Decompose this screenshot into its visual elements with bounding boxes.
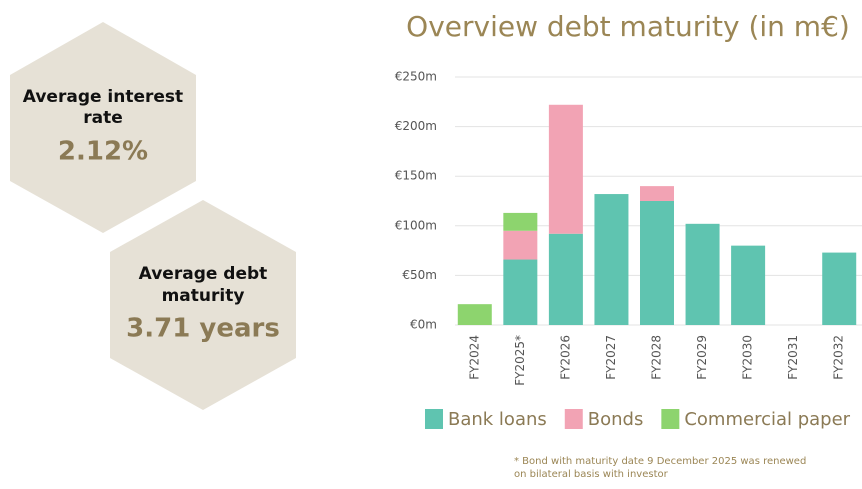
x-tick-label: FY2027 — [604, 335, 618, 380]
x-tick-label: FY2030 — [741, 335, 755, 380]
x-tick-label: FY2026 — [558, 335, 572, 380]
y-tick-label: €0m — [410, 318, 437, 332]
legend-label: Bank loans — [448, 409, 547, 430]
legend-label: Commercial paper — [684, 409, 850, 430]
kpi-value: 3.71 years — [126, 314, 280, 344]
bar-segment — [548, 233, 583, 325]
x-tick-label: FY2028 — [650, 335, 664, 380]
y-tick-label: €50m — [402, 268, 437, 282]
y-tick-label: €250m — [395, 70, 437, 84]
bar-segment — [640, 186, 674, 201]
x-tick-label: FY2032 — [832, 335, 846, 380]
footnote: on bilateral basis with investor — [514, 469, 669, 480]
legend-swatch — [564, 409, 583, 429]
kpi-hexagon — [110, 200, 296, 410]
bar-segment — [731, 245, 766, 325]
bar-segment — [685, 223, 720, 325]
y-tick-label: €150m — [395, 169, 437, 183]
bar-segment — [503, 259, 538, 325]
legend-swatch — [425, 409, 443, 429]
y-tick-label: €200m — [395, 119, 437, 133]
x-tick-label: FY2024 — [467, 335, 481, 380]
kpi-label: maturity — [162, 286, 245, 306]
kpi-label: Average debt — [139, 264, 268, 284]
x-tick-label: FY2031 — [786, 335, 800, 380]
bar-segment — [822, 252, 857, 325]
x-tick-label: FY2025* — [513, 335, 527, 386]
kpi-label: Average interest — [23, 87, 183, 107]
bar-segment — [503, 230, 538, 260]
x-tick-label: FY2029 — [695, 335, 709, 380]
bar-segment — [457, 304, 492, 325]
bar-segment — [594, 194, 629, 325]
kpi-label: rate — [83, 108, 123, 128]
bar-segment — [640, 201, 674, 325]
legend-swatch — [661, 409, 680, 429]
kpi-value: 2.12% — [58, 137, 148, 167]
bar-segment — [503, 212, 538, 231]
chart-title: Overview debt maturity (in m€) — [406, 10, 850, 43]
bar-segment — [548, 104, 583, 234]
y-tick-label: €100m — [395, 218, 437, 232]
legend-label: Bonds — [588, 409, 644, 430]
footnote: * Bond with maturity date 9 December 202… — [514, 456, 806, 467]
kpi-hexagon — [10, 22, 196, 233]
